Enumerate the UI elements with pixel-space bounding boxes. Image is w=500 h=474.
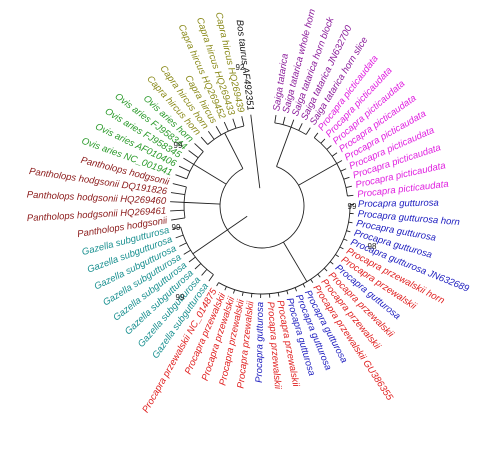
root-branch xyxy=(227,114,261,231)
clade-branches xyxy=(274,114,311,167)
bootstrap-value: 99 xyxy=(348,202,357,211)
leaf-label: Procapra gutturosa xyxy=(358,198,439,210)
backbone xyxy=(219,166,305,249)
clade-branches xyxy=(172,226,228,282)
clade-branches xyxy=(175,143,227,185)
bootstrap-value: 92 xyxy=(236,63,245,72)
clade-branches xyxy=(170,183,221,221)
bootstrap-value: 99 xyxy=(174,141,183,150)
clade-branches xyxy=(216,204,354,298)
leaf-label: Procapra gutturosa xyxy=(254,302,266,383)
clade-branches xyxy=(200,116,245,169)
bootstrap-value: 98 xyxy=(368,242,377,251)
bootstrap-value: 99 xyxy=(172,223,181,232)
clade-branches xyxy=(298,132,354,197)
bootstrap-value: 99 xyxy=(176,293,185,302)
